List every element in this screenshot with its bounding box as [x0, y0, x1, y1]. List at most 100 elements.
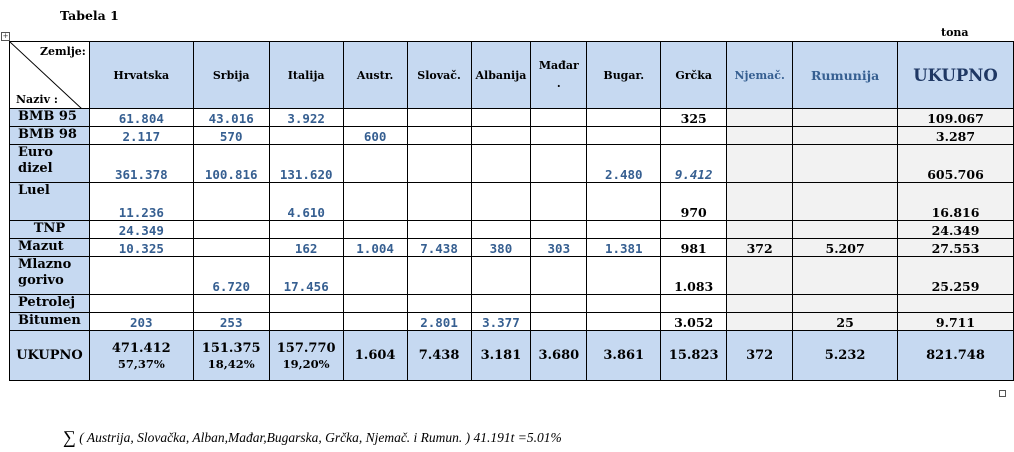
col-header-rumunija: Rumunija: [792, 41, 899, 109]
table-cell: [342, 256, 408, 295]
table-cell: [726, 312, 794, 331]
total-value: 157.770: [276, 340, 336, 356]
table-cell: [792, 182, 899, 221]
table-row: Mlazno gorivo 6.720 17.456 1.083 25.259: [9, 256, 1014, 295]
total-cell: 15.823: [660, 330, 728, 381]
table-cell: [530, 256, 588, 295]
total-cell: 7.438: [406, 330, 472, 381]
table-resize-handle-icon[interactable]: [999, 390, 1006, 397]
table-cell: [192, 294, 270, 313]
table-cell: [192, 182, 270, 221]
table-cell: [192, 238, 270, 257]
table-cell: 61.804: [88, 108, 194, 127]
row-total-cell: 27.553: [897, 238, 1014, 257]
table-cell: [406, 294, 472, 313]
table-row: BMB 98 2.117 570 600 3.287: [9, 126, 1014, 145]
table-cell: [406, 220, 472, 239]
table-cell: [726, 220, 794, 239]
table-cell: [470, 182, 532, 221]
total-cell: 157.770 19,20%: [268, 330, 344, 381]
table-cell: 7.438: [406, 238, 472, 257]
table-cell: 9.412: [660, 144, 728, 183]
row-total-cell: 25.259: [897, 256, 1014, 295]
table-cell: 981: [660, 238, 728, 257]
total-percent: 18,42%: [207, 356, 255, 371]
table-cell: [660, 220, 728, 239]
table-cell: [88, 294, 194, 313]
table-cell: [470, 256, 532, 295]
table-cell: [586, 182, 662, 221]
table-row: Bitumen 203 253 2.801 3.377 3.052 25 9.711: [9, 312, 1014, 331]
col-header-italija: Italija: [268, 41, 344, 109]
row-label: Luel: [9, 182, 90, 221]
table-cell: 2.480: [586, 144, 662, 183]
table-cell: [586, 312, 662, 331]
formula-text: ( Austrija, Slovačka, Alban,Mađar,Bugars…: [79, 430, 562, 445]
table-corner: Zemlje: Naziv :: [9, 41, 90, 109]
table-cell: [586, 294, 662, 313]
row-label: Petrolej: [9, 294, 90, 313]
table-cell: [470, 294, 532, 313]
table-cell: [530, 220, 588, 239]
table-cell: [726, 144, 794, 183]
table-cell: [192, 220, 270, 239]
table-cell: [792, 220, 899, 239]
table-cell: [406, 126, 472, 145]
table-cell: [792, 294, 899, 313]
table-cell: [726, 108, 794, 127]
table-cell: [530, 294, 588, 313]
table-cell: [88, 256, 194, 295]
table-cell: [268, 126, 344, 145]
table-cell: 380: [470, 238, 532, 257]
table-cell: [470, 144, 532, 183]
row-label: Mlazno gorivo: [9, 256, 90, 295]
table-cell: 2.801: [406, 312, 472, 331]
table-caption: Tabela 1: [60, 8, 119, 23]
table-cell: [530, 144, 588, 183]
table-move-handle-icon[interactable]: +: [1, 32, 10, 41]
row-total-cell: 3.287: [897, 126, 1014, 145]
table-cell: 1.381: [586, 238, 662, 257]
table-cell: 253: [192, 312, 270, 331]
table-cell: 303: [530, 238, 588, 257]
table-cell: [726, 182, 794, 221]
table-cell: 570: [192, 126, 270, 145]
data-table: Zemlje: Naziv : Hrvatska Srbija Italija …: [9, 41, 1014, 381]
table-row: TNP 24.349 24.349: [9, 220, 1014, 239]
col-header-austrija: Austr.: [342, 41, 408, 109]
table-cell: 2.117: [88, 126, 194, 145]
table-cell: [342, 312, 408, 331]
table-cell: 1.083: [660, 256, 728, 295]
table-cell: 25: [792, 312, 899, 331]
table-cell: [726, 294, 794, 313]
total-percent: 19,20%: [282, 356, 330, 371]
col-header-hrvatska: Hrvatska: [88, 41, 194, 109]
table-cell: [792, 126, 899, 145]
row-label: Mazut: [9, 238, 90, 257]
table-cell: 203: [88, 312, 194, 331]
total-cell: 5.232: [792, 330, 899, 381]
col-header-bugarska: Bugar.: [586, 41, 662, 109]
table-cell: 5.207: [792, 238, 899, 257]
table-cell: [470, 108, 532, 127]
row-total-cell: [897, 294, 1014, 313]
table-cell: 3.922: [268, 108, 344, 127]
table-cell: 10.325: [88, 238, 194, 257]
table-cell: [586, 126, 662, 145]
row-total-cell: 16.816: [897, 182, 1014, 221]
table-cell: 600: [342, 126, 408, 145]
total-cell: 151.375 18,42%: [192, 330, 270, 381]
table-cell: [406, 256, 472, 295]
table-cell: [792, 256, 899, 295]
corner-diagonal: [10, 42, 82, 108]
total-cell: 3.680: [530, 330, 588, 381]
table-cell: [342, 108, 408, 127]
table-cell: [530, 182, 588, 221]
table-cell: 4.610: [268, 182, 344, 221]
table-row: Euro dizel 361.378 100.816 131.620 2.480 9.41…: [9, 144, 1014, 183]
total-value: 471.412: [111, 340, 171, 356]
table-cell: [406, 144, 472, 183]
corner-top-label: Zemlje:: [39, 45, 86, 58]
table-cell: [586, 220, 662, 239]
col-header-srbija: Srbija: [192, 41, 270, 109]
